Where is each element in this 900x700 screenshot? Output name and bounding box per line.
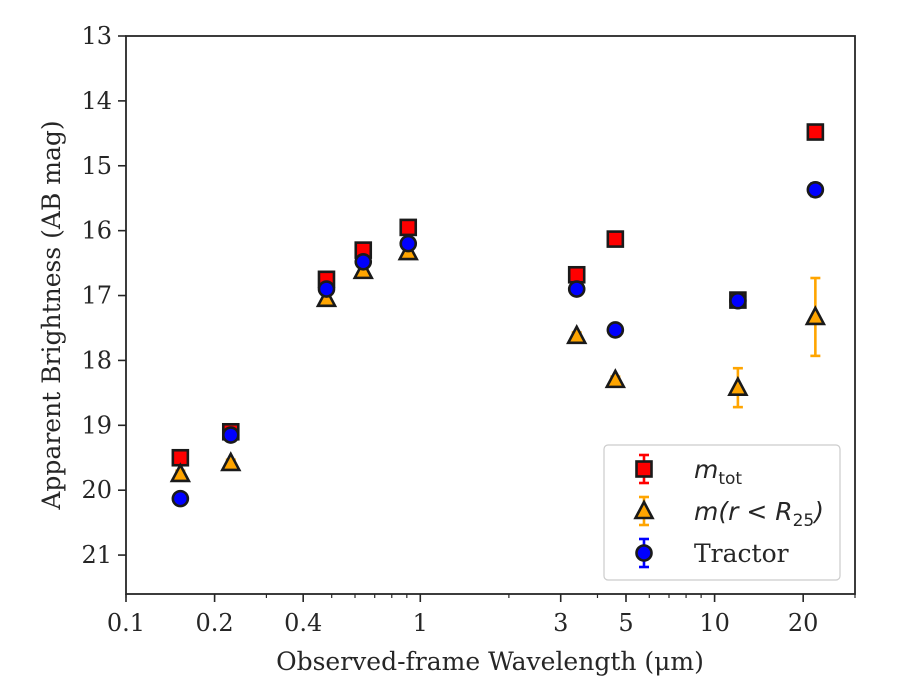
series-triangle <box>169 240 827 483</box>
legend-marker-square <box>635 460 653 478</box>
data-marks <box>169 123 827 508</box>
legend-label: Tractor <box>694 539 789 568</box>
data-point-circle <box>606 321 625 339</box>
data-point-square <box>399 218 418 237</box>
series-circle <box>171 180 825 508</box>
y-tick-label: 14 <box>81 87 112 115</box>
data-point-triangle <box>169 462 192 483</box>
data-point-circle <box>221 426 240 444</box>
data-point-triangle <box>566 323 588 345</box>
legend: mtot m(r < R25) Tractor <box>603 444 841 581</box>
x-tick-label: 0.1 <box>107 609 145 637</box>
y-axis-label: Apparent Brightness (AB mag) <box>37 120 66 510</box>
y-tick-label: 21 <box>81 541 112 569</box>
data-point-triangle <box>727 375 749 396</box>
data-point-circle <box>567 280 586 298</box>
data-point-square <box>806 123 825 141</box>
y-tick-label: 20 <box>81 476 112 504</box>
x-tick-label: 0.2 <box>196 609 234 637</box>
x-tick-label: 20 <box>788 609 819 637</box>
x-tick-label: 5 <box>618 609 633 637</box>
y-tick-label: 13 <box>81 22 112 50</box>
data-point-circle <box>806 180 825 199</box>
x-tick-label: 10 <box>699 609 730 637</box>
legend-label: m(r < R25) <box>694 497 824 531</box>
legend-marker-circle <box>635 544 653 562</box>
y-tick-label: 19 <box>81 411 112 439</box>
data-point-circle <box>171 489 190 508</box>
y-tick-label: 18 <box>81 346 112 374</box>
x-tick-label: 3 <box>553 609 568 637</box>
data-point-circle <box>399 234 418 253</box>
x-axis-label: Observed-frame Wavelength (μm) <box>276 647 704 676</box>
data-point-square <box>567 265 586 284</box>
y-tick-label: 17 <box>81 282 112 310</box>
data-point-circle <box>317 280 336 298</box>
data-point-circle <box>729 291 747 310</box>
y-tick-label: 16 <box>81 217 112 245</box>
plot-frame <box>125 35 856 595</box>
data-point-triangle <box>804 305 827 326</box>
data-point-triangle <box>604 368 627 389</box>
legend-marker-triangle <box>633 499 655 520</box>
x-tick-label: 1 <box>413 609 428 637</box>
y-tick-label: 15 <box>81 152 112 180</box>
legend-box <box>603 444 841 581</box>
legend-label: mtot <box>694 455 742 489</box>
x-tick-label: 0.4 <box>284 609 322 637</box>
data-point-square <box>606 230 625 248</box>
data-point-circle <box>354 252 373 271</box>
data-point-triangle <box>220 451 242 472</box>
